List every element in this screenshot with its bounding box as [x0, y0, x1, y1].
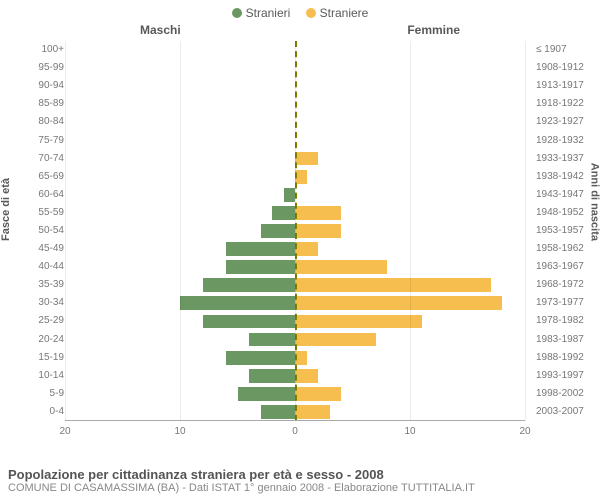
birth-year-label: ≤ 1907	[536, 45, 594, 55]
gridline	[295, 41, 296, 421]
bar-male	[226, 242, 295, 256]
bar-male	[284, 188, 296, 202]
birth-year-label: 1943-1947	[536, 190, 594, 200]
legend-male-swatch	[232, 8, 242, 18]
age-label: 100+	[6, 45, 64, 55]
header-male: Maschi	[140, 23, 181, 37]
bar-male	[238, 387, 296, 401]
birth-year-label: 1953-1957	[536, 226, 594, 236]
age-label: 15-19	[6, 353, 64, 363]
x-tick-label: 20	[519, 426, 530, 437]
age-label: 90-94	[6, 81, 64, 91]
birth-year-label: 1938-1942	[536, 172, 594, 182]
bar-female	[295, 405, 330, 419]
bar-female	[295, 242, 318, 256]
pyramid-chart: Fasce di età Anni di nascita 201001020 1…	[0, 41, 600, 441]
birth-year-label: 1993-1997	[536, 371, 594, 381]
birth-year-label: 1948-1952	[536, 208, 594, 218]
age-label: 45-49	[6, 244, 64, 254]
birth-year-label: 1958-1962	[536, 244, 594, 254]
chart-subtitle: COMUNE DI CASAMASSIMA (BA) - Dati ISTAT …	[8, 482, 475, 494]
bar-female	[295, 224, 341, 238]
age-label: 20-24	[6, 335, 64, 345]
chart-title: Popolazione per cittadinanza straniera p…	[8, 467, 475, 482]
birth-year-label: 2003-2007	[536, 407, 594, 417]
bar-female	[295, 152, 318, 166]
age-label: 70-74	[6, 154, 64, 164]
age-label: 65-69	[6, 172, 64, 182]
legend-male: Stranieri	[232, 6, 291, 20]
bar-male	[180, 296, 295, 310]
bar-male	[261, 224, 296, 238]
age-label: 55-59	[6, 208, 64, 218]
birth-year-label: 1913-1917	[536, 81, 594, 91]
legend: Stranieri Straniere	[0, 0, 600, 21]
bar-male	[203, 278, 295, 292]
column-headers: Maschi Femmine	[0, 21, 600, 41]
age-label: 30-34	[6, 298, 64, 308]
bar-male	[226, 351, 295, 365]
gridline	[65, 41, 66, 421]
gridline	[410, 41, 411, 421]
bar-male	[261, 405, 296, 419]
age-label: 95-99	[6, 63, 64, 73]
birth-year-label: 1978-1982	[536, 316, 594, 326]
bar-male	[272, 206, 295, 220]
birth-year-label: 1923-1927	[536, 117, 594, 127]
birth-year-label: 1918-1922	[536, 99, 594, 109]
age-label: 75-79	[6, 136, 64, 146]
bar-female	[295, 278, 491, 292]
age-label: 85-89	[6, 99, 64, 109]
age-label: 0-4	[6, 407, 64, 417]
gridline	[525, 41, 526, 421]
birth-year-label: 1983-1987	[536, 335, 594, 345]
x-tick-label: 0	[292, 426, 298, 437]
bar-female	[295, 260, 387, 274]
legend-female-swatch	[306, 8, 316, 18]
age-label: 40-44	[6, 262, 64, 272]
birth-year-label: 1973-1977	[536, 298, 594, 308]
plot-area: 201001020	[65, 41, 525, 421]
x-tick-label: 10	[404, 426, 415, 437]
bar-female	[295, 333, 376, 347]
bar-male	[226, 260, 295, 274]
x-tick-label: 20	[59, 426, 70, 437]
bar-female	[295, 296, 502, 310]
bar-male	[249, 369, 295, 383]
legend-female: Straniere	[306, 6, 369, 20]
birth-year-label: 1963-1967	[536, 262, 594, 272]
legend-female-label: Straniere	[320, 6, 369, 20]
bar-male	[249, 333, 295, 347]
age-label: 5-9	[6, 389, 64, 399]
age-label: 25-29	[6, 316, 64, 326]
birth-year-label: 1968-1972	[536, 280, 594, 290]
birth-year-label: 1988-1992	[536, 353, 594, 363]
x-tick-label: 10	[174, 426, 185, 437]
birth-year-label: 1933-1937	[536, 154, 594, 164]
bar-female	[295, 206, 341, 220]
bar-female	[295, 387, 341, 401]
age-label: 10-14	[6, 371, 64, 381]
age-label: 35-39	[6, 280, 64, 290]
header-female: Femmine	[407, 23, 460, 37]
age-label: 60-64	[6, 190, 64, 200]
birth-year-label: 1928-1932	[536, 136, 594, 146]
birth-year-label: 1908-1912	[536, 63, 594, 73]
age-label: 80-84	[6, 117, 64, 127]
age-label: 50-54	[6, 226, 64, 236]
footer: Popolazione per cittadinanza straniera p…	[8, 467, 475, 494]
birth-year-label: 1998-2002	[536, 389, 594, 399]
bar-male	[203, 315, 295, 329]
bar-female	[295, 315, 422, 329]
bar-female	[295, 369, 318, 383]
gridline	[180, 41, 181, 421]
legend-male-label: Stranieri	[246, 6, 291, 20]
